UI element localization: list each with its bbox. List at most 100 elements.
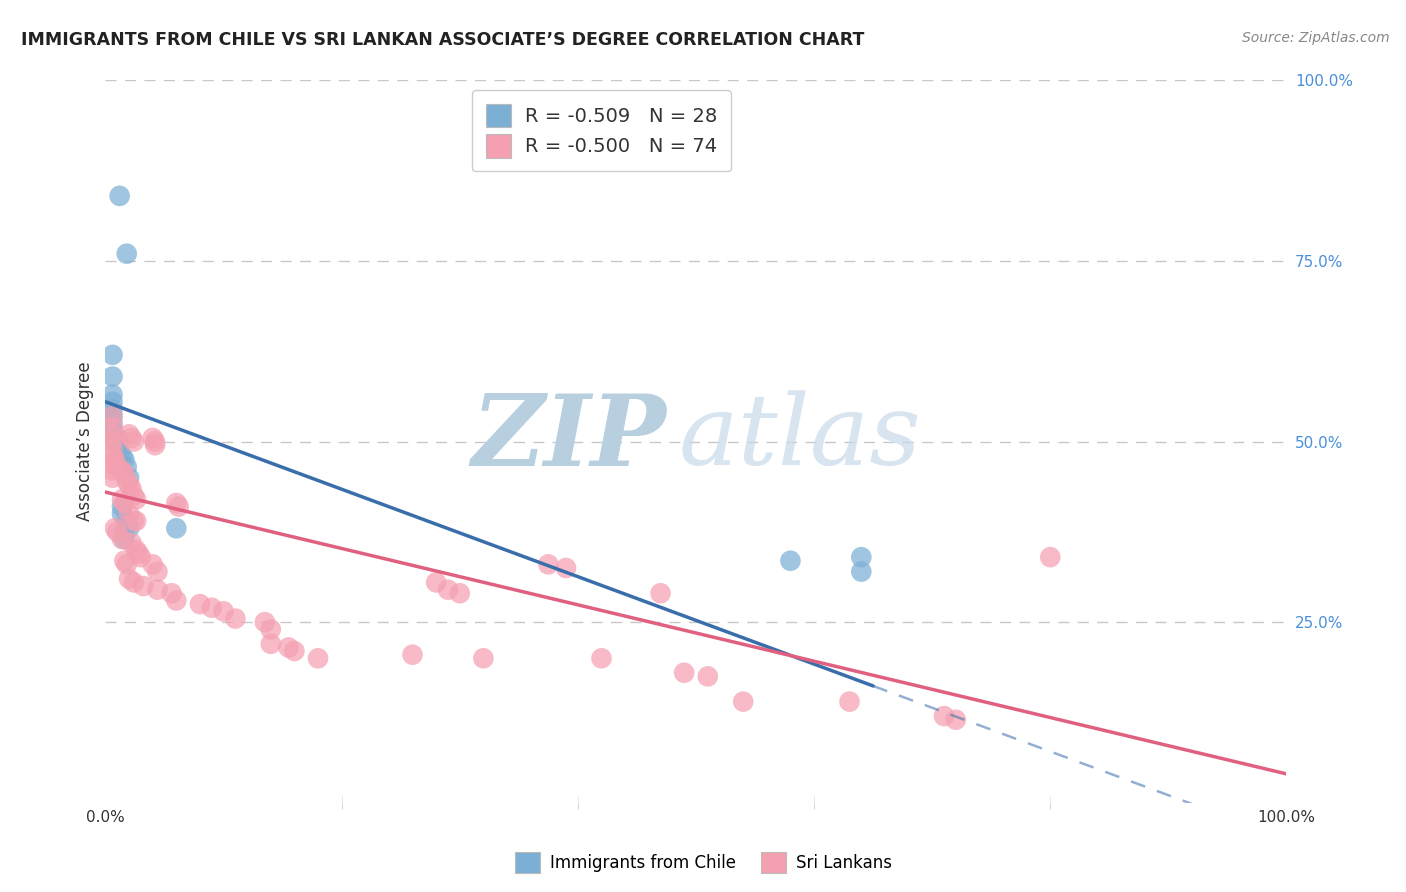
- Point: [838, 695, 860, 709]
- Point: [111, 449, 134, 463]
- Point: [118, 478, 141, 492]
- Point: [101, 471, 124, 485]
- Point: [112, 452, 135, 467]
- Point: [101, 409, 124, 424]
- Point: [104, 452, 127, 467]
- Point: [129, 550, 152, 565]
- Point: [101, 427, 124, 442]
- Point: [260, 623, 283, 637]
- Point: [125, 542, 148, 557]
- Point: [472, 651, 495, 665]
- Point: [143, 438, 166, 452]
- Point: [105, 438, 128, 452]
- Point: [105, 524, 128, 539]
- Point: [104, 521, 127, 535]
- Point: [142, 431, 165, 445]
- Point: [112, 554, 135, 568]
- Point: [120, 431, 142, 445]
- Point: [146, 582, 169, 597]
- Point: [125, 514, 148, 528]
- Text: atlas: atlas: [678, 391, 921, 485]
- Point: [132, 579, 155, 593]
- Point: [115, 475, 138, 489]
- Point: [122, 489, 145, 503]
- Point: [932, 709, 955, 723]
- Point: [165, 521, 187, 535]
- Point: [945, 713, 967, 727]
- Point: [101, 402, 124, 417]
- Point: [212, 604, 235, 618]
- Point: [108, 445, 131, 459]
- Point: [120, 482, 142, 496]
- Point: [111, 532, 134, 546]
- Point: [118, 507, 141, 521]
- Point: [283, 644, 305, 658]
- Point: [142, 558, 165, 572]
- Point: [537, 558, 560, 572]
- Point: [224, 611, 246, 625]
- Text: ZIP: ZIP: [471, 390, 666, 486]
- Point: [115, 246, 138, 260]
- Point: [115, 514, 138, 528]
- Point: [111, 500, 134, 514]
- Point: [437, 582, 460, 597]
- Point: [111, 492, 134, 507]
- Point: [165, 593, 187, 607]
- Point: [111, 507, 134, 521]
- Point: [101, 394, 124, 409]
- Point: [591, 651, 613, 665]
- Point: [101, 348, 124, 362]
- Point: [112, 524, 135, 539]
- Point: [1039, 550, 1062, 565]
- Point: [851, 565, 873, 579]
- Point: [101, 420, 124, 434]
- Point: [201, 600, 224, 615]
- Point: [101, 449, 124, 463]
- Point: [101, 387, 124, 401]
- Point: [101, 431, 124, 445]
- Legend: Immigrants from Chile, Sri Lankans: Immigrants from Chile, Sri Lankans: [508, 846, 898, 880]
- Point: [851, 550, 873, 565]
- Point: [105, 459, 128, 474]
- Point: [101, 409, 124, 424]
- Point: [449, 586, 471, 600]
- Point: [277, 640, 299, 655]
- Point: [118, 572, 141, 586]
- Point: [101, 463, 124, 477]
- Point: [128, 547, 150, 561]
- Point: [101, 424, 124, 438]
- Point: [101, 456, 124, 470]
- Text: Source: ZipAtlas.com: Source: ZipAtlas.com: [1241, 31, 1389, 45]
- Point: [555, 561, 578, 575]
- Point: [165, 496, 187, 510]
- Point: [779, 554, 801, 568]
- Point: [105, 431, 128, 445]
- Point: [167, 500, 190, 514]
- Point: [260, 637, 283, 651]
- Point: [118, 427, 141, 442]
- Point: [120, 535, 142, 549]
- Point: [101, 369, 124, 384]
- Point: [307, 651, 329, 665]
- Point: [101, 434, 124, 449]
- Point: [118, 521, 141, 535]
- Point: [673, 665, 696, 680]
- Legend: R = -0.509   N = 28, R = -0.500   N = 74: R = -0.509 N = 28, R = -0.500 N = 74: [472, 90, 731, 171]
- Point: [118, 471, 141, 485]
- Point: [101, 442, 124, 456]
- Point: [108, 189, 131, 203]
- Point: [115, 558, 138, 572]
- Point: [188, 597, 211, 611]
- Point: [733, 695, 755, 709]
- Point: [696, 669, 718, 683]
- Point: [146, 565, 169, 579]
- Text: IMMIGRANTS FROM CHILE VS SRI LANKAN ASSOCIATE’S DEGREE CORRELATION CHART: IMMIGRANTS FROM CHILE VS SRI LANKAN ASSO…: [21, 31, 865, 49]
- Point: [112, 532, 135, 546]
- Point: [122, 434, 145, 449]
- Point: [112, 467, 135, 481]
- Point: [143, 434, 166, 449]
- Point: [125, 492, 148, 507]
- Point: [112, 496, 135, 510]
- Y-axis label: Associate’s Degree: Associate’s Degree: [76, 362, 94, 521]
- Point: [401, 648, 423, 662]
